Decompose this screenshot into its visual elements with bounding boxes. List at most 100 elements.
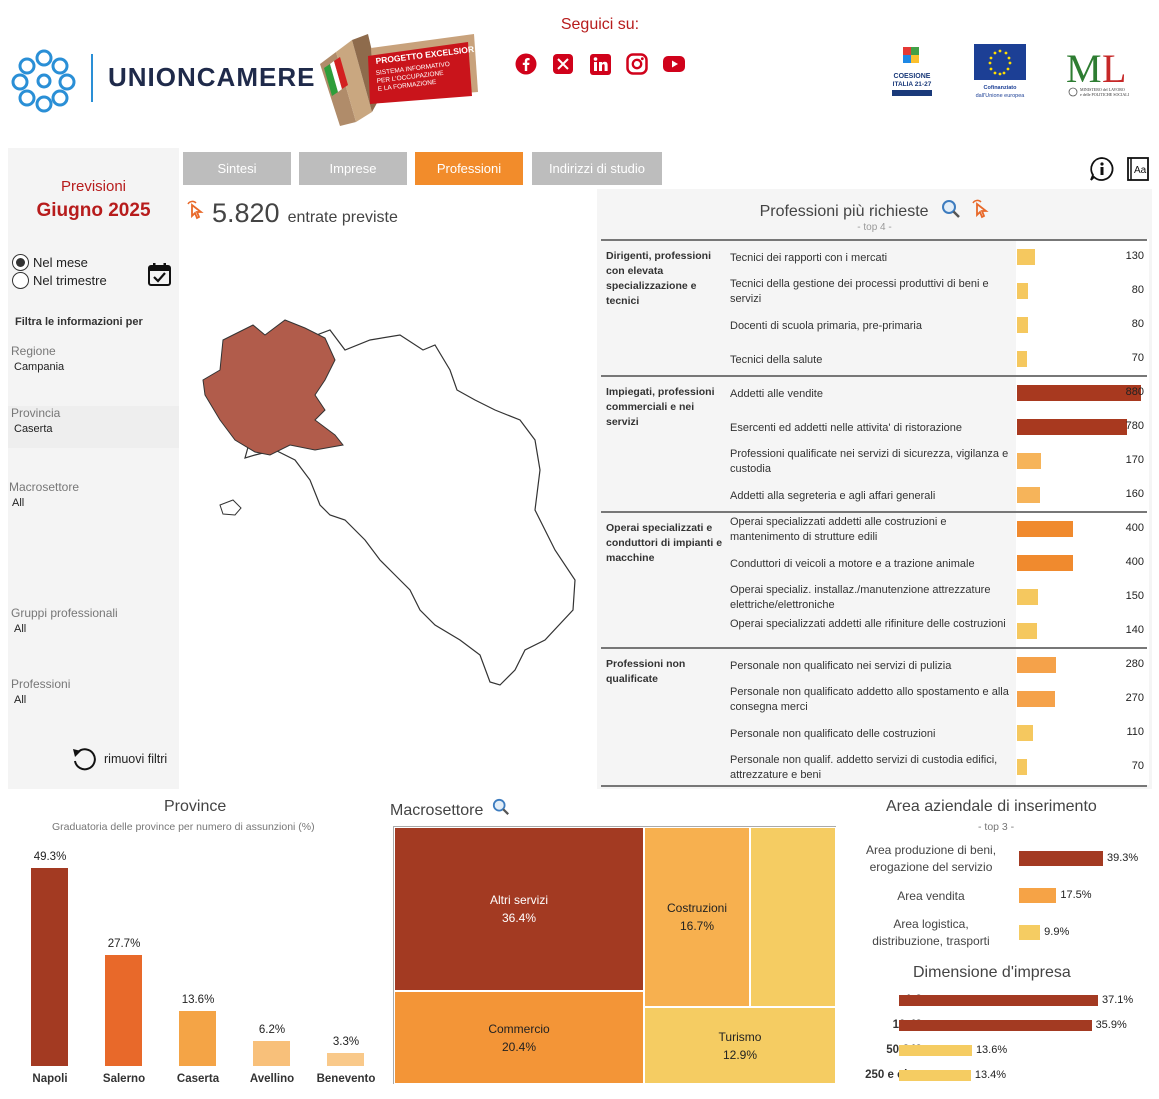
province-bar[interactable] xyxy=(105,954,142,1066)
svg-text:Cofinanziato: Cofinanziato xyxy=(984,85,1018,91)
profession-name[interactable]: Tecnici dei rapporti con i mercati xyxy=(730,251,888,264)
area-bar[interactable] xyxy=(1019,925,1041,940)
excelsior-logo[interactable]: PROGETTO EXCELSIOR SISTEMA INFORMATIVO P… xyxy=(316,34,481,126)
unioncamere-logo[interactable] xyxy=(10,44,310,114)
dimensione-bar[interactable] xyxy=(899,1070,971,1081)
profession-name[interactable]: Esercenti ed addetti nelle attivita' di … xyxy=(730,421,963,434)
profession-name[interactable]: Professioni qualificate nei servizi di s… xyxy=(730,448,1009,475)
profession-name[interactable]: Operai specializ. installaz./manutenzion… xyxy=(730,584,991,611)
treemap-cell[interactable]: Altri servizi 36.4% xyxy=(394,827,644,991)
radio-nel-trimestre[interactable]: Nel trimestre xyxy=(12,272,107,289)
ministry-logo[interactable]: M L MINISTERO del LAVORO e delle POLITIC… xyxy=(1064,44,1130,100)
campania-map[interactable] xyxy=(195,310,585,690)
profession-name[interactable]: Personale non qualif. addetto servizi di… xyxy=(730,754,998,781)
profession-name[interactable]: Tecnici della gestione dei processi prod… xyxy=(730,278,989,305)
profession-bar[interactable] xyxy=(1017,419,1127,435)
treemap-cell[interactable] xyxy=(750,827,836,1007)
profession-name[interactable]: Operai specializzati addetti alle costru… xyxy=(730,516,947,543)
tab-imprese[interactable]: Imprese xyxy=(299,152,407,185)
profession-name[interactable]: Tecnici della salute xyxy=(730,353,823,366)
radio-nel-mese[interactable]: Nel mese xyxy=(12,254,88,271)
treemap-cell[interactable]: Commercio 20.4% xyxy=(394,991,644,1084)
treemap-cell[interactable]: Costruzioni 16.7% xyxy=(644,827,750,1007)
profession-bar[interactable] xyxy=(1017,521,1074,537)
profession-name[interactable]: Addetti alla segreteria e agli affari ge… xyxy=(730,489,936,502)
map-province-outline[interactable] xyxy=(244,329,576,686)
profession-name[interactable]: Operai specializzati addetti alle rifini… xyxy=(730,618,1006,630)
province-bar[interactable] xyxy=(253,1041,290,1066)
eu-flag-logo[interactable]: Cofinanziato dall'Unione europea xyxy=(972,44,1030,100)
linkedin-icon[interactable] xyxy=(588,52,612,76)
province-bar[interactable] xyxy=(31,868,68,1066)
group-name: Professioni non qualificate xyxy=(606,658,686,685)
area-name: Area logistica, distribuzione, trasporti xyxy=(872,917,990,948)
profession-bar[interactable] xyxy=(1017,691,1056,707)
map-province-caserta[interactable] xyxy=(202,319,344,456)
group-name: Dirigenti, professioni con elevata speci… xyxy=(606,250,712,307)
profession-bar[interactable] xyxy=(1017,759,1027,775)
tab-professioni[interactable]: Professioni xyxy=(415,152,523,185)
area-bar[interactable] xyxy=(1019,851,1103,866)
profession-name[interactable]: Personale non qualificato delle costruzi… xyxy=(730,727,936,740)
reset-icon xyxy=(73,748,96,771)
treemap-cell-name: Altri servizi xyxy=(489,893,548,907)
search-icon[interactable] xyxy=(941,199,961,219)
profession-bar[interactable] xyxy=(1017,317,1029,333)
profession-bar[interactable] xyxy=(1017,385,1141,401)
map-island[interactable] xyxy=(219,499,242,516)
tab-indirizzi-di-studio[interactable]: Indirizzi di studio xyxy=(532,152,662,185)
radio-nel-mese-label: Nel mese xyxy=(33,255,88,270)
profession-bar[interactable] xyxy=(1017,351,1027,367)
x-icon[interactable] xyxy=(551,52,575,76)
facebook-icon[interactable] xyxy=(514,52,538,76)
dimensione-value-label: 13.4% xyxy=(974,1069,1007,1081)
coesione-logo[interactable]: COESIONE ITALIA 21-27 xyxy=(886,44,938,100)
profession-name[interactable]: Personale non qualificato addetto allo s… xyxy=(730,686,1009,713)
profession-bar[interactable] xyxy=(1017,283,1029,299)
profession-name[interactable]: Addetti alle vendite xyxy=(730,387,823,400)
filter-gruppi-professionali[interactable]: Gruppi professionali All xyxy=(8,606,179,646)
instagram-icon[interactable] xyxy=(625,52,649,76)
province-bar[interactable] xyxy=(179,1011,216,1066)
profession-value: 270 xyxy=(1125,692,1144,704)
filter-professioni[interactable]: Professioni All xyxy=(8,677,179,717)
glossary-icon[interactable]: Aa xyxy=(1125,156,1151,182)
profession-bar[interactable] xyxy=(1017,589,1039,605)
search-icon[interactable] xyxy=(492,798,510,816)
tab-sintesi[interactable]: Sintesi xyxy=(183,152,291,185)
dimensione-bar[interactable] xyxy=(899,995,1098,1006)
treemap-cell-value: 20.4% xyxy=(501,1039,537,1054)
pointer-click-icon[interactable] xyxy=(971,199,990,221)
radio-button[interactable] xyxy=(12,272,29,289)
filter-provincia[interactable]: Provincia Caserta xyxy=(8,406,179,448)
profession-name[interactable]: Personale non qualificato nei servizi di… xyxy=(730,659,952,672)
profession-bar[interactable] xyxy=(1017,453,1041,469)
area-bar[interactable] xyxy=(1019,888,1057,903)
profession-bar[interactable] xyxy=(1017,249,1036,265)
profession-name[interactable]: Docenti di scuola primaria, pre-primaria xyxy=(730,319,922,332)
macrosettore-title: Macrosettore xyxy=(390,798,510,820)
profession-bar[interactable] xyxy=(1017,657,1057,673)
treemap-cell[interactable]: Turismo 12.9% xyxy=(644,1007,836,1084)
profession-value: 160 xyxy=(1125,488,1144,500)
profession-bar[interactable] xyxy=(1017,725,1033,741)
info-icon[interactable] xyxy=(1089,156,1115,182)
kpi-value: 5.820 xyxy=(212,198,280,228)
treemap-cell-value: 36.4% xyxy=(501,911,537,925)
profession-value: 150 xyxy=(1125,590,1144,602)
profession-name[interactable]: Conduttori di veicoli a motore e a trazi… xyxy=(730,557,975,570)
youtube-icon[interactable] xyxy=(662,52,686,76)
radio-button-selected[interactable] xyxy=(12,254,29,271)
filter-regione[interactable]: Regione Campania xyxy=(8,344,179,384)
filter-macrosettore[interactable]: Macrosettore All xyxy=(8,480,179,520)
profession-bar[interactable] xyxy=(1017,623,1037,639)
profession-bar[interactable] xyxy=(1017,555,1074,571)
social-title: Seguici su: xyxy=(560,16,640,33)
province-bar[interactable] xyxy=(327,1052,364,1066)
dimensione-bar[interactable] xyxy=(899,1020,1092,1031)
reset-filters-button[interactable]: rimuovi filtri xyxy=(70,746,167,772)
calendar-check-icon[interactable] xyxy=(147,262,172,287)
dimensione-bar[interactable] xyxy=(899,1045,972,1056)
profession-bar[interactable] xyxy=(1017,487,1040,503)
pointer-click-icon[interactable] xyxy=(186,200,204,222)
